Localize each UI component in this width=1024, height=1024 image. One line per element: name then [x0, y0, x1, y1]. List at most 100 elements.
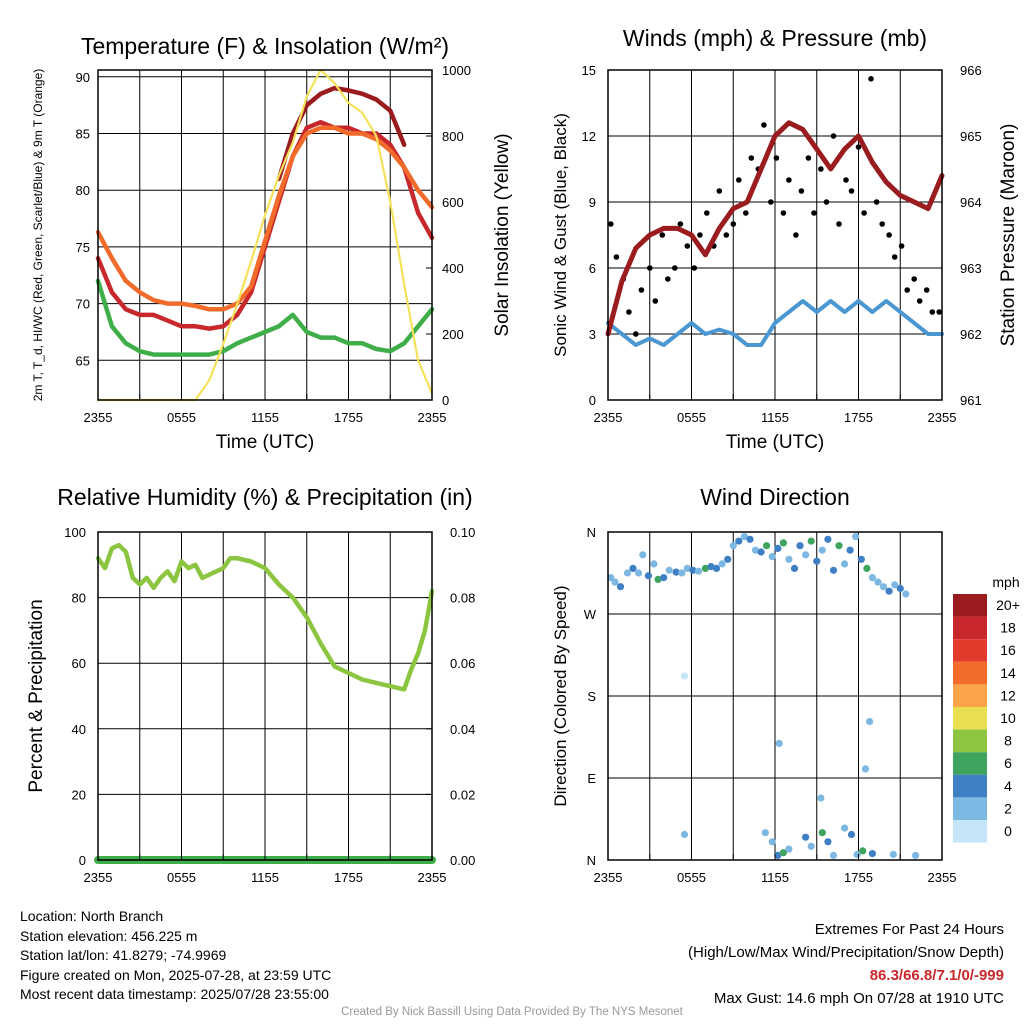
- y-axis-label: Sonic Wind & Gust (Blue, Black): [551, 113, 570, 357]
- x-axis-label: Time (UTC): [726, 432, 825, 453]
- y2-tick-label: 600: [442, 195, 464, 210]
- direction-point: [707, 563, 715, 571]
- direction-point: [885, 587, 893, 595]
- direction-point: [785, 555, 793, 563]
- direction-point: [735, 537, 743, 545]
- direction-point: [889, 850, 897, 859]
- direction-point: [678, 569, 686, 577]
- y-tick-label: 12: [582, 129, 596, 144]
- y-tick-label: N: [587, 525, 596, 540]
- x-tick-label: 0555: [167, 870, 196, 885]
- legend-label: 4: [1004, 778, 1012, 794]
- gust-point: [748, 155, 755, 161]
- y-tick-label: 85: [76, 127, 90, 142]
- direction-point: [746, 535, 754, 543]
- direction-point: [644, 572, 653, 580]
- gust-point: [723, 232, 730, 238]
- y2-tick-label: 962: [960, 327, 982, 342]
- gust-point: [638, 287, 645, 293]
- direction-point: [718, 560, 726, 568]
- direction-point: [629, 564, 637, 573]
- x-tick-label: 1155: [251, 870, 279, 885]
- y2-tick-label: 1000: [442, 63, 471, 78]
- direction-point: [774, 851, 782, 860]
- direction-point: [607, 574, 615, 582]
- x-tick-label: 1755: [334, 870, 363, 885]
- direction-point: [650, 560, 658, 568]
- legend-swatch: [953, 684, 987, 707]
- chart-title: Wind Direction: [700, 484, 850, 510]
- gust-point: [786, 177, 792, 183]
- gust-point: [716, 188, 723, 194]
- legend-label: 12: [1000, 687, 1016, 703]
- gust-point: [780, 210, 787, 216]
- x-tick-label: 2355: [594, 870, 623, 885]
- gust-point: [659, 232, 666, 238]
- legend-label: 2: [1004, 800, 1012, 816]
- direction-point: [790, 564, 799, 573]
- legend-label: 10: [1000, 710, 1016, 726]
- y-axis-label: 2m T, T_d, HI/WC (Red, Green, Scarlet/Bl…: [31, 69, 45, 402]
- direction-point: [694, 567, 703, 575]
- station-location: Location: North Branch: [20, 908, 164, 924]
- legend-label: 8: [1004, 733, 1012, 749]
- y-tick-label: S: [587, 689, 596, 704]
- direction-point: [751, 546, 760, 554]
- legend-label: 14: [1000, 665, 1016, 681]
- y-tick-label: 90: [76, 70, 90, 85]
- direction-point: [835, 542, 843, 550]
- gust-point: [936, 309, 942, 315]
- gust-point: [704, 210, 710, 216]
- legend-swatch: [953, 820, 987, 843]
- y2-tick-label: 0.04: [450, 722, 475, 737]
- gust-point: [848, 188, 855, 194]
- direction-point: [796, 542, 804, 550]
- y-tick-label: 40: [72, 722, 86, 737]
- x-tick-label: 2355: [84, 410, 113, 425]
- legend-swatch: [953, 639, 987, 662]
- direction-point: [802, 551, 810, 559]
- x-tick-label: 1755: [844, 410, 873, 425]
- direction-point: [841, 560, 849, 568]
- direction-point: [866, 717, 874, 726]
- y-tick-label: 60: [72, 656, 86, 671]
- direction-point: [818, 829, 826, 837]
- gust-point: [836, 221, 842, 227]
- direction-point: [779, 849, 788, 857]
- gust-point: [743, 210, 749, 216]
- series-line: [95, 278, 435, 357]
- direction-point: [680, 830, 689, 839]
- gust-point: [830, 133, 837, 139]
- extremes-heading: Extremes For Past 24 Hours: [814, 921, 1004, 938]
- y2-tick-label: 966: [960, 63, 982, 78]
- direction-point: [683, 564, 691, 573]
- y-tick-label: 6: [589, 261, 596, 276]
- y-tick-label: 80: [76, 183, 90, 198]
- direction-point: [891, 581, 899, 589]
- direction-point: [729, 542, 737, 550]
- direction-point: [868, 850, 877, 858]
- direction-point: [724, 555, 732, 563]
- y-tick-label: 20: [72, 787, 86, 802]
- gust-point: [677, 221, 684, 227]
- y2-tick-label: 800: [442, 129, 464, 144]
- x-tick-label: 1155: [761, 410, 789, 425]
- direction-point: [802, 833, 810, 841]
- station-elevation: Station elevation: 456.225 m: [20, 927, 198, 944]
- legend-swatch: [953, 797, 987, 820]
- direction-point: [857, 555, 865, 563]
- direction-point: [779, 539, 788, 547]
- direction-point: [863, 564, 871, 573]
- direction-point: [902, 590, 910, 598]
- gust-point: [761, 122, 767, 128]
- y2-tick-label: 961: [960, 393, 982, 408]
- direction-point: [701, 564, 710, 573]
- direction-point: [879, 583, 888, 591]
- series-line: [606, 299, 944, 347]
- gust-point: [773, 155, 780, 161]
- legend-label: 20+: [996, 597, 1020, 613]
- gust-point: [818, 166, 824, 172]
- y-tick-label: 75: [76, 240, 90, 255]
- y2-tick-label: 0: [442, 393, 449, 408]
- y2-tick-label: 200: [442, 327, 464, 342]
